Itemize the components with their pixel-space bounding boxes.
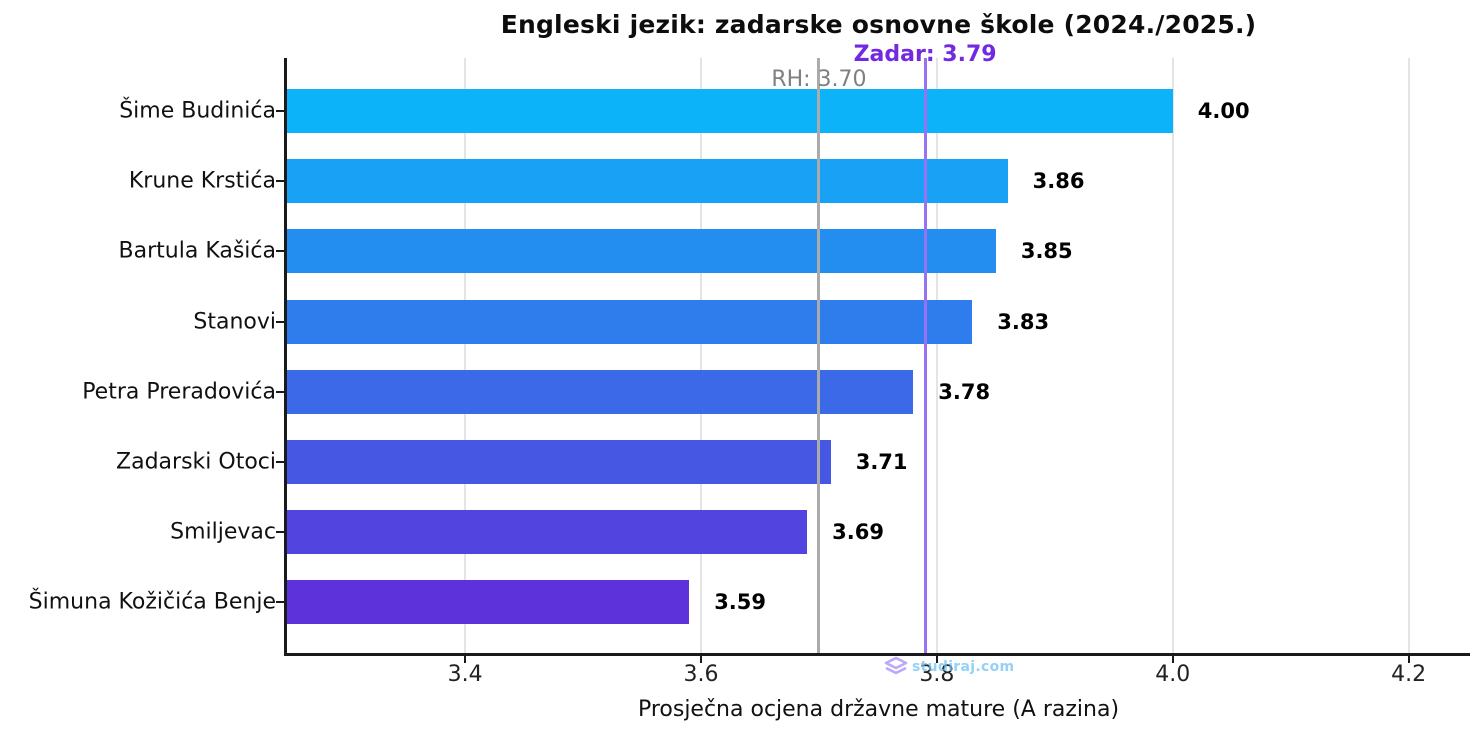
- bar-1: [287, 89, 1173, 133]
- x-tick-mark: [699, 653, 702, 663]
- rh-reference-label: RH: 3.70: [771, 67, 867, 92]
- chart-title: Engleski jezik: zadarske osnovne škole (…: [500, 10, 1257, 39]
- bar-2: [287, 159, 1008, 204]
- x-tick-mark: [1407, 653, 1410, 663]
- y-axis-spine: [284, 58, 287, 656]
- bar-7: [287, 510, 808, 555]
- x-tick-label: 4.0: [1155, 662, 1191, 687]
- x-axis-label: Prosječna ocjena državne mature (A razin…: [637, 697, 1120, 722]
- x-tick-label: 3.6: [683, 662, 719, 687]
- gridline-x-4.0: [1171, 58, 1174, 653]
- bar-4: [287, 299, 973, 344]
- gridline-x-3.8: [935, 58, 938, 653]
- bar-3: [287, 229, 996, 274]
- y-tick-mark: [276, 110, 284, 112]
- y-label: Petra Preradovića: [82, 379, 276, 405]
- y-tick-mark: [276, 390, 284, 393]
- x-tick-mark: [935, 653, 938, 663]
- layers-icon: [884, 656, 908, 678]
- value-label: 3.59: [714, 590, 767, 615]
- y-label: Šimuna Kožičića Benje: [28, 589, 276, 615]
- y-label: Bartula Kašića: [118, 238, 276, 264]
- value-label: 3.78: [938, 379, 991, 404]
- gridline-x-4.2: [1407, 58, 1410, 653]
- value-label: 3.85: [1020, 239, 1073, 264]
- y-label: Krune Krstića: [128, 168, 276, 194]
- x-tick-label: 3.8: [919, 662, 955, 687]
- bar-5: [287, 369, 914, 414]
- gridline-x-3.4: [464, 58, 467, 653]
- x-axis-spine: [284, 653, 1470, 656]
- y-label: Šime Budinića: [119, 98, 276, 124]
- y-tick-mark: [276, 250, 284, 253]
- zadar-reference-line: [923, 58, 927, 653]
- rh-reference-line: [817, 58, 821, 653]
- x-tick-label: 4.2: [1391, 662, 1427, 687]
- value-label: 4.00: [1197, 99, 1250, 123]
- gridline-x-3.6: [699, 58, 702, 653]
- zadar-reference-label: Zadar: 3.79: [853, 42, 997, 67]
- y-tick-mark: [276, 601, 284, 604]
- x-tick-mark: [464, 653, 467, 663]
- y-label: Stanovi: [193, 309, 276, 335]
- y-tick-mark: [276, 320, 284, 323]
- y-label: Smiljevac: [170, 519, 276, 545]
- value-label: 3.69: [832, 520, 884, 545]
- bar-8: [287, 580, 690, 625]
- y-tick-mark: [276, 180, 284, 183]
- bar-6: [287, 440, 831, 484]
- y-tick-mark: [276, 461, 284, 463]
- y-tick-mark: [276, 531, 284, 534]
- y-label: Zadarski Otoci: [116, 449, 276, 475]
- value-label: 3.71: [855, 450, 908, 474]
- x-tick-mark: [1171, 653, 1174, 663]
- x-tick-label: 3.4: [447, 662, 483, 687]
- value-label: 3.86: [1032, 169, 1085, 194]
- plot-area: 3.4 3.6 3.8 4.0 4.2 Šime Budinića 4.00 Krune Kr…: [29, 42, 1470, 687]
- value-label: 3.83: [997, 309, 1050, 334]
